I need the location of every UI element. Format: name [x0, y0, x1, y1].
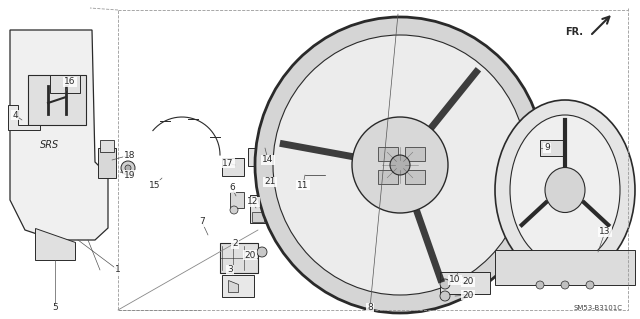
Ellipse shape	[273, 35, 527, 295]
Text: 8: 8	[367, 303, 373, 313]
Bar	[268, 172, 284, 186]
Ellipse shape	[495, 100, 635, 280]
Bar	[50, 75, 80, 93]
Polygon shape	[8, 105, 40, 130]
Circle shape	[121, 161, 135, 175]
Bar	[540, 140, 564, 156]
Bar	[405, 147, 425, 161]
Polygon shape	[10, 30, 108, 240]
Text: 17: 17	[222, 159, 234, 167]
Bar	[98, 148, 116, 178]
Text: 19: 19	[124, 170, 136, 180]
Polygon shape	[35, 228, 75, 260]
Text: 1: 1	[115, 265, 121, 275]
Bar	[230, 192, 244, 208]
Text: FR.: FR.	[565, 27, 583, 37]
Text: 5: 5	[52, 303, 58, 313]
Bar	[100, 140, 114, 152]
Polygon shape	[228, 280, 238, 292]
Text: 11: 11	[297, 181, 308, 189]
Text: 15: 15	[149, 181, 161, 189]
Text: 3: 3	[227, 265, 233, 275]
Text: 20: 20	[462, 291, 474, 300]
Text: 6: 6	[229, 183, 235, 192]
Bar	[222, 275, 254, 297]
Bar	[28, 75, 86, 125]
Circle shape	[561, 281, 569, 289]
Text: 20: 20	[462, 278, 474, 286]
Text: 20: 20	[244, 250, 256, 259]
Ellipse shape	[545, 167, 585, 212]
Text: 9: 9	[544, 144, 550, 152]
Bar	[440, 272, 490, 294]
Bar	[378, 170, 398, 184]
Bar	[405, 170, 425, 184]
Bar	[295, 162, 335, 212]
Text: 18: 18	[124, 151, 136, 160]
Bar	[258, 142, 280, 168]
Bar	[495, 250, 635, 285]
Text: 2: 2	[232, 240, 238, 249]
Circle shape	[440, 279, 450, 289]
Bar	[222, 158, 244, 176]
Circle shape	[536, 281, 544, 289]
Bar	[252, 212, 264, 222]
Ellipse shape	[255, 17, 545, 313]
Circle shape	[257, 247, 267, 257]
Text: SM53-B3101C: SM53-B3101C	[573, 305, 623, 311]
Bar	[250, 195, 278, 223]
Text: 16: 16	[64, 78, 76, 86]
Text: 21: 21	[264, 177, 276, 187]
Text: 14: 14	[262, 155, 274, 165]
Text: 13: 13	[599, 227, 611, 236]
Bar	[378, 147, 398, 161]
Text: 10: 10	[449, 276, 461, 285]
Circle shape	[440, 291, 450, 301]
Text: 7: 7	[199, 218, 205, 226]
Circle shape	[230, 206, 238, 214]
Text: SRS: SRS	[40, 140, 60, 150]
Text: 12: 12	[247, 197, 259, 206]
Circle shape	[586, 281, 594, 289]
Text: 4: 4	[12, 110, 18, 120]
Ellipse shape	[352, 117, 448, 213]
Circle shape	[304, 184, 316, 196]
Bar	[248, 148, 262, 166]
Ellipse shape	[390, 155, 410, 175]
Bar	[220, 243, 258, 273]
Circle shape	[125, 165, 131, 171]
Ellipse shape	[510, 115, 620, 265]
